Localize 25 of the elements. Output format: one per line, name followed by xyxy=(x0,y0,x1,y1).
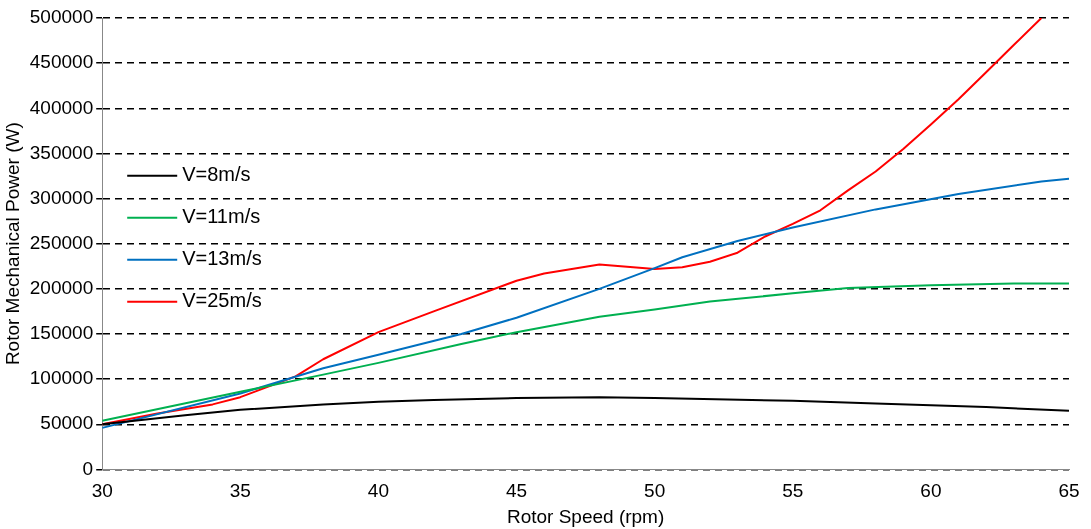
y-tick-label: 100000 xyxy=(29,367,94,389)
x-tick-label: 35 xyxy=(229,480,251,502)
y-tick-label: 400000 xyxy=(29,96,94,118)
legend-label: V=25m/s xyxy=(182,289,262,312)
x-tick-label: 60 xyxy=(920,480,942,502)
y-tick-label: 0 xyxy=(82,457,94,479)
x-tick-label: 65 xyxy=(1058,480,1080,502)
y-tick-label: 50000 xyxy=(40,412,94,434)
y-tick-label: 350000 xyxy=(29,141,94,163)
x-tick-label: 45 xyxy=(505,480,528,502)
y-tick-label: 250000 xyxy=(29,231,94,253)
legend-label: V=13m/s xyxy=(182,247,262,270)
y-tick-label: 450000 xyxy=(29,51,94,73)
y-tick-label: 300000 xyxy=(29,186,94,208)
x-tick-label: 40 xyxy=(367,480,389,502)
y-tick-label: 200000 xyxy=(29,277,94,299)
x-tick-label: 50 xyxy=(644,480,666,502)
legend-label: V=11m/s xyxy=(182,205,261,228)
y-axis-title: Rotor Mechanical Power (W) xyxy=(1,122,23,366)
legend-label: V=8m/s xyxy=(182,163,251,186)
x-axis-title: Rotor Speed (rpm) xyxy=(506,505,665,527)
x-tick-label: 30 xyxy=(91,480,113,502)
y-tick-label: 500000 xyxy=(29,6,94,28)
x-tick-label: 55 xyxy=(782,480,804,502)
y-tick-label: 150000 xyxy=(29,322,94,344)
